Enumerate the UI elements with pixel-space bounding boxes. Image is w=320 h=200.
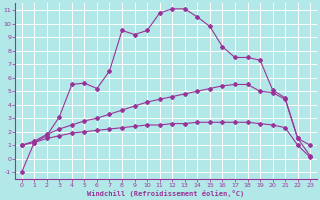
X-axis label: Windchill (Refroidissement éolien,°C): Windchill (Refroidissement éolien,°C) [87,190,244,197]
